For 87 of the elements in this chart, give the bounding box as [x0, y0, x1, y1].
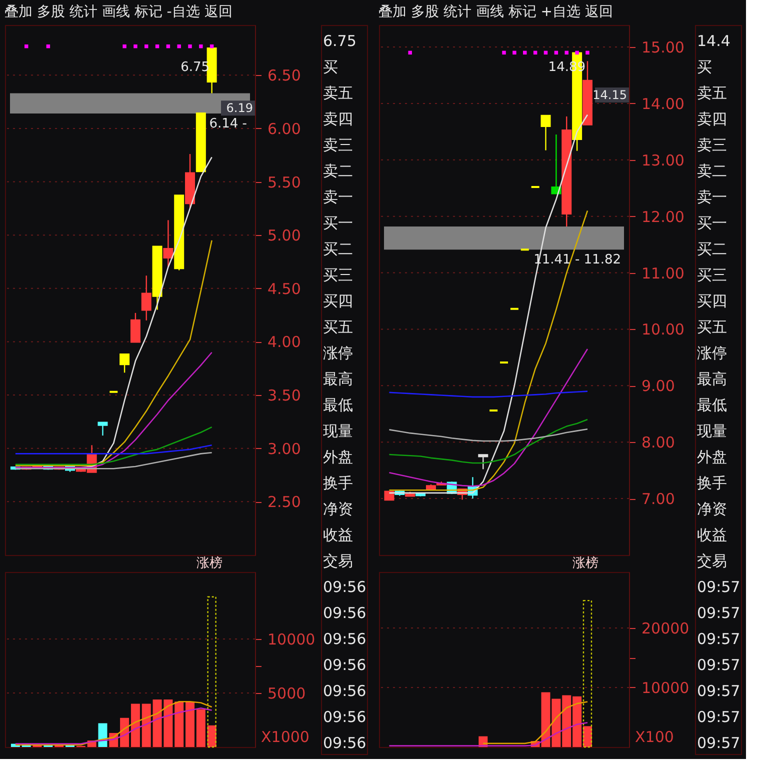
- y-tick-label: 10.00: [642, 320, 684, 339]
- text: 09:57: [697, 630, 740, 648]
- text: 外盘: [323, 448, 353, 466]
- text: 卖五: [323, 84, 353, 102]
- text: 09:56: [323, 578, 366, 596]
- band-label: 6.14 -: [209, 116, 248, 132]
- text: 卖五: [697, 84, 727, 102]
- y-tick-label: 4.50: [268, 280, 301, 298]
- y-tick-label: 14.00: [642, 94, 684, 113]
- text: 买四: [323, 292, 353, 310]
- y-tick-label: 11.00: [642, 264, 684, 282]
- chart-title: 叠加 多股 统计 画线 标记 -自选 返回: [4, 4, 232, 20]
- text: 收益: [323, 526, 353, 544]
- text: 最低: [323, 396, 353, 414]
- text: 卖二: [697, 162, 727, 180]
- y-tick-label: 5.50: [268, 173, 301, 192]
- text: 09:56: [323, 734, 366, 752]
- y-tick-label: 8.00: [642, 434, 675, 452]
- text: 09:56: [323, 656, 366, 674]
- text: 买: [697, 58, 712, 76]
- text: 买二: [697, 240, 727, 258]
- text: 交易: [697, 552, 727, 570]
- text: 净资: [697, 500, 727, 518]
- text: 涨停: [323, 344, 353, 362]
- text: 买五: [697, 318, 727, 336]
- y-tick-label: 4.00: [268, 333, 301, 352]
- text: 现量: [323, 422, 353, 440]
- text: 现量: [697, 422, 727, 440]
- text: 买一: [323, 214, 353, 232]
- text: 涨榜: [572, 556, 599, 571]
- y-tick-label: 6.00: [268, 120, 301, 138]
- text: 09:56: [323, 630, 366, 648]
- text: 涨榜: [196, 556, 223, 571]
- chart-title: 叠加 多股 统计 画线 标记 +自选 返回: [378, 4, 613, 20]
- text: 卖四: [697, 110, 727, 128]
- text: 卖四: [323, 110, 353, 128]
- text: 外盘: [697, 448, 727, 466]
- y-tick-label: 5000: [268, 684, 306, 702]
- text: 6.75: [323, 32, 356, 50]
- text: 09:56: [323, 682, 366, 700]
- y-tick-label: 2.50: [268, 493, 301, 512]
- text: 买二: [323, 240, 353, 258]
- text: 卖一: [323, 188, 353, 206]
- text: 09:57: [697, 656, 740, 674]
- text: 换手: [323, 474, 353, 492]
- text: 买四: [697, 292, 727, 310]
- text: 09:57: [697, 708, 740, 726]
- text: 买: [323, 58, 338, 76]
- y-tick-label: 13.00: [642, 151, 684, 170]
- text: 14.4: [697, 32, 730, 50]
- ref-line-label: 6.19: [226, 101, 253, 116]
- text: X1000: [261, 728, 310, 746]
- text: 最高: [697, 370, 727, 388]
- text: 净资: [323, 500, 353, 518]
- y-tick-label: 10000: [642, 678, 690, 697]
- text: 09:57: [697, 578, 740, 596]
- y-tick-label: 3.50: [268, 386, 301, 405]
- y-tick-label: 10000: [268, 630, 316, 648]
- text: 买一: [697, 214, 727, 232]
- text: 交易: [323, 552, 353, 570]
- y-tick-label: 3.00: [268, 440, 301, 458]
- text: 09:57: [697, 604, 740, 622]
- y-tick-label: 15.00: [642, 38, 684, 57]
- text: 换手: [697, 474, 727, 492]
- text: 09:56: [323, 708, 366, 726]
- text: 最高: [323, 370, 353, 388]
- text: 涨停: [697, 344, 727, 362]
- text: 09:57: [697, 682, 740, 700]
- text: X100: [635, 728, 674, 746]
- text: 卖三: [323, 136, 353, 154]
- y-tick-label: 12.00: [642, 208, 684, 226]
- text: 买五: [323, 318, 353, 336]
- y-tick-label: 5.00: [268, 226, 301, 245]
- text: 09:57: [697, 734, 740, 752]
- text: 买三: [697, 266, 727, 284]
- y-tick-label: 9.00: [642, 377, 675, 396]
- y-tick-label: 7.00: [642, 490, 675, 508]
- text: 卖三: [697, 136, 727, 154]
- text: 卖二: [323, 162, 353, 180]
- text: 收益: [697, 526, 727, 544]
- y-tick-label: 6.50: [268, 66, 301, 85]
- y-tick-label: 20000: [642, 619, 690, 638]
- ref-line-label: 14.15: [592, 88, 627, 102]
- text: 买三: [323, 266, 353, 284]
- text: 最低: [697, 396, 727, 414]
- text: 卖一: [697, 188, 727, 206]
- text: 09:56: [323, 604, 366, 622]
